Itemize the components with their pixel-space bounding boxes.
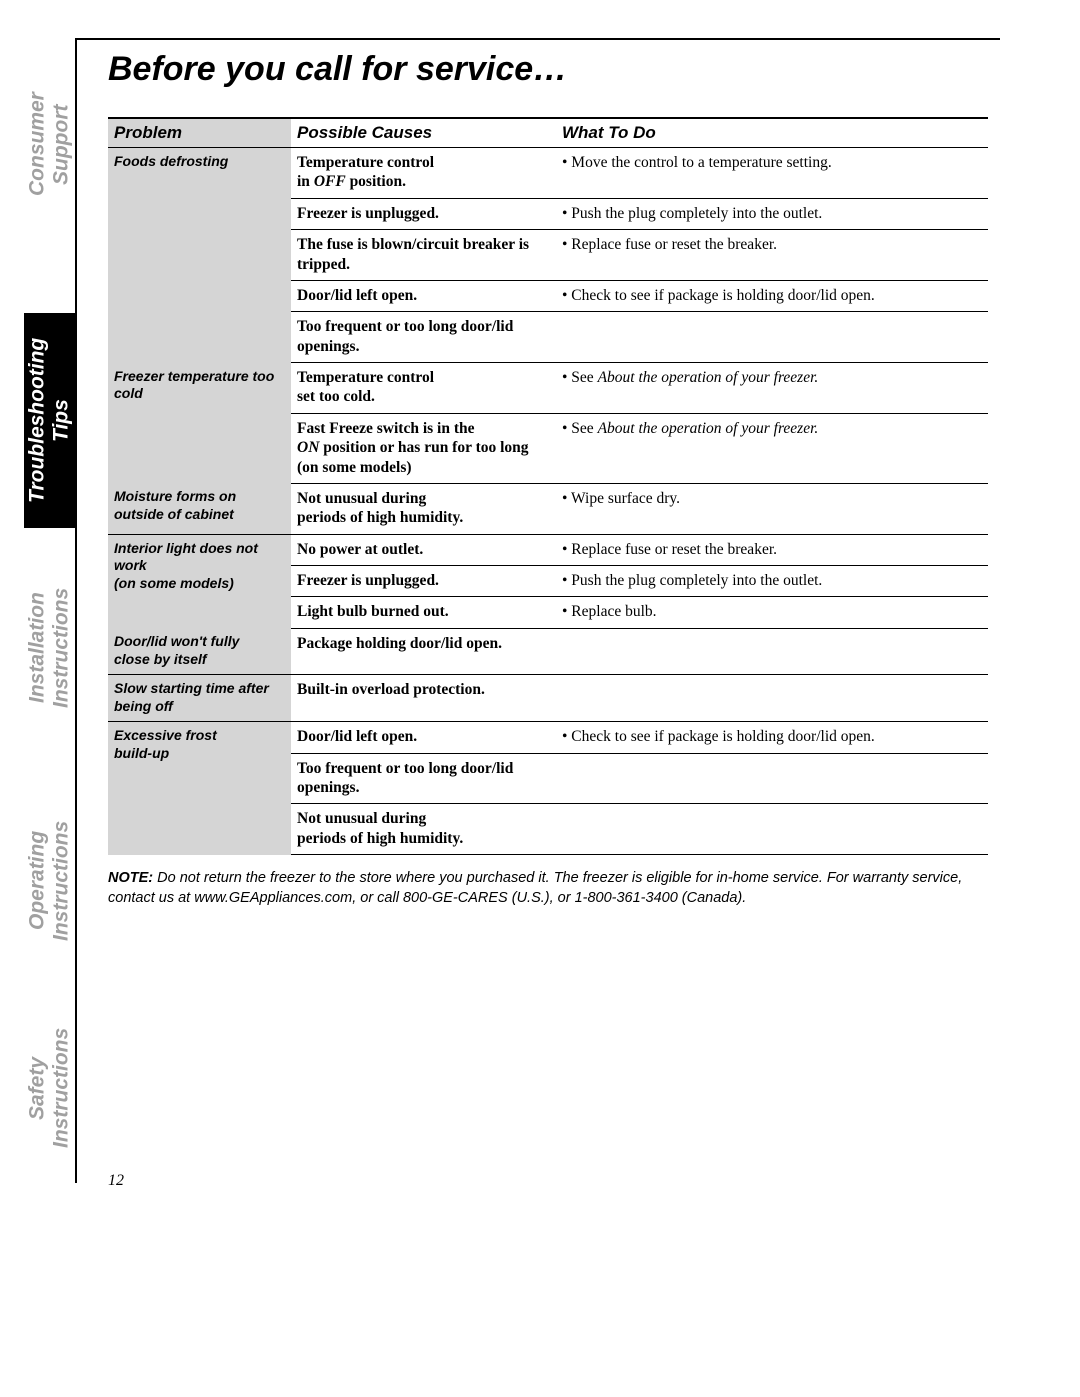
- main-content: Before you call for service… Problem Pos…: [108, 50, 988, 908]
- action-cell: • Move the control to a temperature sett…: [556, 148, 988, 199]
- problem-cell: Door/lid won't fully close by itself: [108, 628, 291, 675]
- page-number: 12: [108, 1172, 124, 1190]
- action-cell: • Replace fuse or reset the breaker.: [556, 534, 988, 565]
- action-cell: • See About the operation of your freeze…: [556, 363, 988, 414]
- cause-cell: Fast Freeze switch is in theON position …: [291, 413, 556, 483]
- action-cell: [556, 312, 988, 363]
- table-row: Excessive frostbuild-upDoor/lid left ope…: [108, 722, 988, 753]
- problem-cell: Excessive frostbuild-up: [108, 722, 291, 855]
- cause-cell: Freezer is unplugged.: [291, 198, 556, 229]
- cause-cell: Package holding door/lid open.: [291, 628, 556, 675]
- cause-cell: The fuse is blown/circuit breaker is tri…: [291, 230, 556, 281]
- action-cell: [556, 753, 988, 804]
- note-text: NOTE: Do not return the freezer to the s…: [108, 869, 988, 908]
- problem-cell: Slow starting time after being off: [108, 675, 291, 722]
- table-row: Door/lid won't fully close by itselfPack…: [108, 628, 988, 675]
- cause-cell: Not unusual duringperiods of high humidi…: [291, 804, 556, 855]
- problem-cell: Interior light does not work(on some mod…: [108, 534, 291, 628]
- problem-cell: Freezer temperature too cold: [108, 363, 291, 484]
- cause-cell: Door/lid left open.: [291, 722, 556, 753]
- action-cell: [556, 675, 988, 722]
- note-label: NOTE:: [108, 870, 153, 886]
- problem-cell: Foods defrosting: [108, 148, 291, 363]
- table-row: Moisture forms on outside of cabinetNot …: [108, 483, 988, 534]
- note-body: Do not return the freezer to the store w…: [108, 870, 962, 906]
- cause-cell: Temperature controlin OFF position.: [291, 148, 556, 199]
- page-title: Before you call for service…: [108, 50, 988, 89]
- table-row: Interior light does not work(on some mod…: [108, 534, 988, 565]
- cause-cell: Built-in overload protection.: [291, 675, 556, 722]
- action-cell: • Replace fuse or reset the breaker.: [556, 230, 988, 281]
- action-cell: • Wipe surface dry.: [556, 483, 988, 534]
- table-body: Foods defrostingTemperature controlin OF…: [108, 148, 988, 855]
- action-cell: [556, 628, 988, 675]
- side-tabs: Safety Instructions Operating Instructio…: [24, 38, 75, 1183]
- troubleshooting-table: Problem Possible Causes What To Do Foods…: [108, 117, 988, 855]
- col-header-problem: Problem: [108, 118, 291, 148]
- cause-cell: No power at outlet.: [291, 534, 556, 565]
- cause-cell: Too frequent or too long door/lid openin…: [291, 753, 556, 804]
- tab-operating: Operating Instructions: [24, 768, 75, 993]
- col-header-cause: Possible Causes: [291, 118, 556, 148]
- cause-cell: Light bulb burned out.: [291, 597, 556, 628]
- cause-cell: Not unusual duringperiods of high humidi…: [291, 483, 556, 534]
- page-left-rule: [75, 38, 77, 1183]
- col-header-action: What To Do: [556, 118, 988, 148]
- action-cell: • Check to see if package is holding doo…: [556, 280, 988, 311]
- cause-cell: Freezer is unplugged.: [291, 566, 556, 597]
- action-cell: • Push the plug completely into the outl…: [556, 566, 988, 597]
- table-row: Slow starting time after being offBuilt-…: [108, 675, 988, 722]
- problem-cell: Moisture forms on outside of cabinet: [108, 483, 291, 534]
- tab-safety: Safety Instructions: [24, 993, 75, 1183]
- tab-spacer: [24, 251, 75, 313]
- table-row: Freezer temperature too coldTemperature …: [108, 363, 988, 414]
- action-cell: • Push the plug completely into the outl…: [556, 198, 988, 229]
- cause-cell: Too frequent or too long door/lid openin…: [291, 312, 556, 363]
- page-top-rule: [75, 38, 1000, 40]
- tab-installation: Installation Instructions: [24, 528, 75, 768]
- action-cell: [556, 804, 988, 855]
- cause-cell: Temperature controlset too cold.: [291, 363, 556, 414]
- table-row: Foods defrostingTemperature controlin OF…: [108, 148, 988, 199]
- action-cell: • Check to see if package is holding doo…: [556, 722, 988, 753]
- cause-cell: Door/lid left open.: [291, 280, 556, 311]
- action-cell: • Replace bulb.: [556, 597, 988, 628]
- tab-consumer: Consumer Support: [24, 38, 75, 251]
- tab-troubleshooting: Troubleshooting Tips: [24, 313, 75, 528]
- action-cell: • See About the operation of your freeze…: [556, 413, 988, 483]
